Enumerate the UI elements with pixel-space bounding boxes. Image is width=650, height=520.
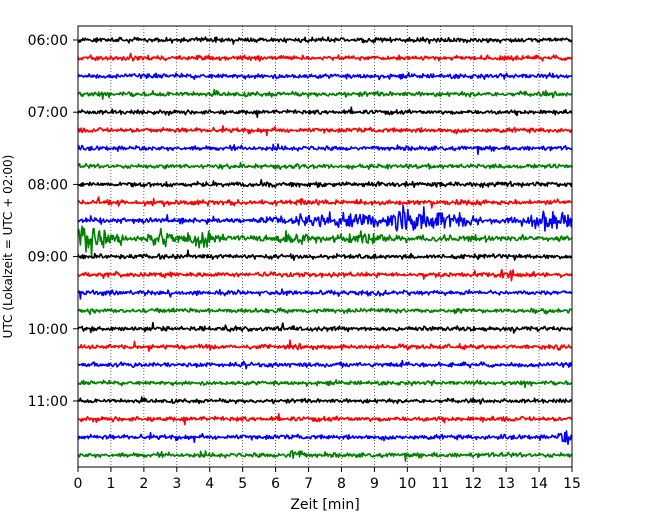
x-tick-label: 10	[398, 476, 416, 492]
x-tick-label: 15	[563, 476, 581, 492]
trace-row	[77, 307, 573, 316]
trace-row	[77, 339, 573, 352]
trace-row	[77, 88, 573, 100]
trace-row	[77, 412, 573, 426]
trace-rows	[77, 36, 573, 462]
trace-row	[77, 268, 573, 282]
trace-row	[77, 449, 573, 462]
trace-row	[77, 225, 573, 259]
x-tick-label: 3	[172, 476, 181, 492]
y-tick-label: 09:00	[28, 250, 68, 266]
trace-row	[77, 36, 573, 45]
trace-row	[77, 249, 573, 261]
trace-row	[77, 125, 573, 137]
trace-row	[77, 379, 573, 389]
trace-row	[77, 71, 573, 81]
trace-row	[77, 161, 573, 171]
y-axis-ticks: 06:00 07:00 08:00 09:00 10:00 11:00	[28, 33, 78, 410]
y-tick-label: 10:00	[28, 322, 68, 338]
y-tick-label: 08:00	[28, 177, 68, 193]
y-tick-label: 11:00	[28, 394, 68, 410]
x-tick-label: 4	[205, 476, 214, 492]
x-tick-label: 12	[464, 476, 482, 492]
x-tick-label: 6	[271, 476, 280, 492]
x-tick-label: 7	[304, 476, 313, 492]
trace-row	[77, 204, 573, 232]
trace-row	[77, 52, 573, 62]
x-tick-label: 2	[139, 476, 148, 492]
x-tick-label: 11	[431, 476, 449, 492]
x-tick-label: 5	[238, 476, 247, 492]
x-tick-label: 0	[74, 476, 83, 492]
x-tick-label: 9	[370, 476, 379, 492]
trace-row	[77, 143, 573, 156]
trace-row	[77, 288, 573, 300]
trace-row	[77, 106, 573, 119]
y-axis-label: UTC (Lokalzeit = UTC + 02:00)	[1, 155, 15, 339]
plot-frame	[77, 25, 573, 468]
trace-row	[77, 396, 573, 405]
trace-row	[77, 359, 573, 370]
x-tick-label: 14	[530, 476, 548, 492]
x-axis-label: Zeit [min]	[290, 497, 359, 513]
trace-row	[77, 430, 573, 446]
y-tick-label: 07:00	[28, 105, 68, 121]
x-tick-label: 8	[337, 476, 346, 492]
x-tick-label: 1	[106, 476, 115, 492]
trace-row	[77, 321, 573, 334]
trace-row	[77, 179, 573, 189]
trace-row	[77, 196, 573, 209]
x-tick-label: 13	[497, 476, 515, 492]
x-axis-ticks: 0 1 2 3 4 5 6 7 8 9 10 11 12 13 14 15	[74, 467, 581, 492]
y-tick-label: 06:00	[28, 33, 68, 49]
